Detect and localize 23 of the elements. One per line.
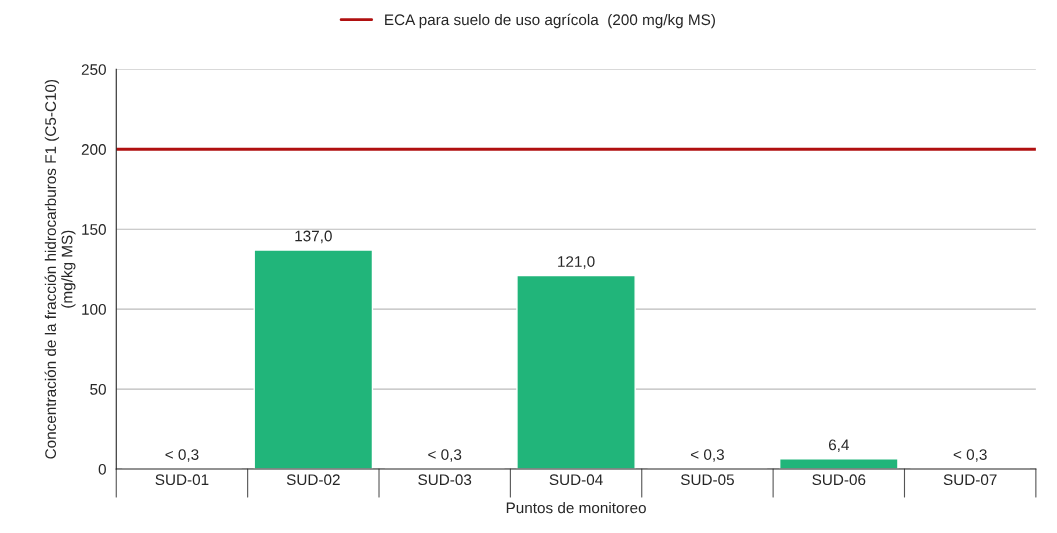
- y-tick-label: 150: [82, 224, 106, 235]
- x-tick-label: SUD-05: [680, 474, 734, 486]
- x-axis-title: Puntos de monitoreo: [506, 502, 646, 514]
- data-label: 121,0: [558, 256, 595, 269]
- y-tick-label: 250: [81, 64, 106, 75]
- x-tick-label: SUD-03: [418, 474, 472, 486]
- y-axis-title: Concentración de la fracción hidrocarburos F1 (C5-C10) (mg/kg MS): [44, 79, 76, 459]
- y-tick-label: 200: [81, 144, 106, 155]
- y-tick-label: 100: [82, 304, 106, 315]
- x-tick-label: SUD-06: [812, 474, 866, 486]
- x-tick-label: SUD-04: [549, 474, 603, 486]
- data-label: 6,4: [828, 439, 849, 453]
- x-tick-label: SUD-02: [286, 474, 340, 486]
- data-label: 137,0: [295, 230, 332, 244]
- data-label: < 0,3: [428, 449, 462, 462]
- x-tick-label: SUD-01: [155, 474, 209, 486]
- y-tick-label: 0: [98, 463, 106, 475]
- data-label: < 0,3: [953, 449, 987, 462]
- data-label: < 0,3: [165, 449, 199, 462]
- data-label: < 0,3: [690, 449, 724, 462]
- x-tick-label: SUD-07: [943, 474, 997, 486]
- legend-label: ECA para suelo de uso agrícola (200 mg/kg MS): [385, 13, 715, 29]
- y-tick-label: 50: [90, 383, 106, 395]
